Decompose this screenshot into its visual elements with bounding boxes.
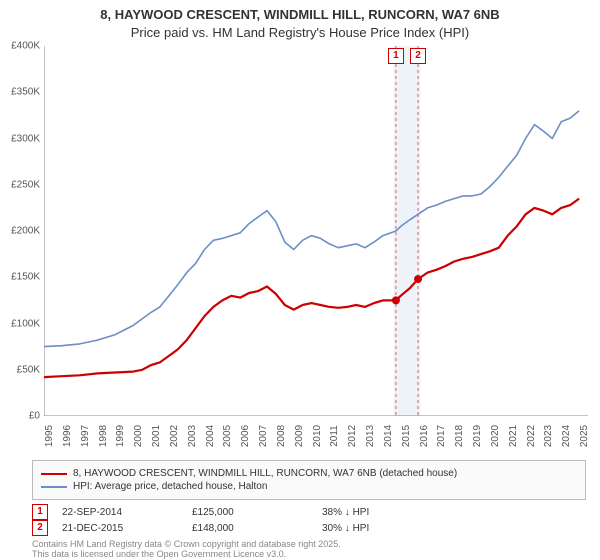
chart-area: £0£50K£100K£150K£200K£250K£300K£350K£400… xyxy=(44,46,588,416)
title-line-2: Price paid vs. HM Land Registry's House … xyxy=(0,24,600,42)
ytick-label: £350K xyxy=(11,87,44,98)
xtick-label: 2004 xyxy=(205,425,216,447)
legend-swatch-2 xyxy=(41,486,67,488)
sale-date-2: 21-DEC-2015 xyxy=(62,523,192,534)
sale-delta-1: 38% ↓ HPI xyxy=(322,507,452,518)
xtick-label: 2002 xyxy=(169,425,180,447)
xtick-label: 1999 xyxy=(115,425,126,447)
sale-date-1: 22-SEP-2014 xyxy=(62,507,192,518)
ytick-label: £250K xyxy=(11,179,44,190)
ytick-label: £100K xyxy=(11,318,44,329)
legend-label-1: 8, HAYWOOD CRESCENT, WINDMILL HILL, RUNC… xyxy=(73,468,457,479)
xtick-label: 2006 xyxy=(240,425,251,447)
xtick-label: 1998 xyxy=(98,425,109,447)
legend-swatch-1 xyxy=(41,473,67,475)
xtick-label: 2001 xyxy=(151,425,162,447)
chart-marker-2: 2 xyxy=(410,48,426,64)
xtick-label: 2024 xyxy=(561,425,572,447)
sale-row-1: 1 22-SEP-2014 £125,000 38% ↓ HPI xyxy=(32,504,452,520)
xtick-label: 2007 xyxy=(258,425,269,447)
xtick-label: 2000 xyxy=(133,425,144,447)
xtick-label: 2008 xyxy=(276,425,287,447)
legend: 8, HAYWOOD CRESCENT, WINDMILL HILL, RUNC… xyxy=(32,460,586,500)
footnote-line-2: This data is licensed under the Open Gov… xyxy=(32,550,341,560)
xtick-label: 2018 xyxy=(454,425,465,447)
ytick-label: £200K xyxy=(11,226,44,237)
sales-table: 1 22-SEP-2014 £125,000 38% ↓ HPI 2 21-DE… xyxy=(32,504,452,536)
xtick-label: 2010 xyxy=(312,425,323,447)
xtick-label: 2012 xyxy=(347,425,358,447)
line-chart xyxy=(44,46,588,416)
chart-title: 8, HAYWOOD CRESCENT, WINDMILL HILL, RUNC… xyxy=(0,0,600,41)
chart-marker-1: 1 xyxy=(388,48,404,64)
xtick-label: 1995 xyxy=(44,425,55,447)
ytick-label: £0 xyxy=(29,411,44,422)
ytick-label: £400K xyxy=(11,41,44,52)
xtick-label: 2021 xyxy=(508,425,519,447)
sale-price-2: £148,000 xyxy=(192,523,322,534)
xtick-label: 2025 xyxy=(579,425,590,447)
title-line-1: 8, HAYWOOD CRESCENT, WINDMILL HILL, RUNC… xyxy=(0,6,600,24)
ytick-label: £300K xyxy=(11,133,44,144)
xtick-label: 2013 xyxy=(365,425,376,447)
xtick-label: 2016 xyxy=(419,425,430,447)
xtick-label: 2011 xyxy=(329,425,340,447)
xtick-label: 2020 xyxy=(490,425,501,447)
xtick-label: 2017 xyxy=(436,425,447,447)
ytick-label: £50K xyxy=(17,364,44,375)
sale-marker-2: 2 xyxy=(32,520,48,536)
xtick-label: 2019 xyxy=(472,425,483,447)
sale-row-2: 2 21-DEC-2015 £148,000 30% ↓ HPI xyxy=(32,520,452,536)
legend-row-2: HPI: Average price, detached house, Halt… xyxy=(41,481,577,492)
xtick-label: 2023 xyxy=(543,425,554,447)
xtick-label: 2015 xyxy=(401,425,412,447)
sale-price-1: £125,000 xyxy=(192,507,322,518)
footnote: Contains HM Land Registry data © Crown c… xyxy=(32,540,341,560)
sale-delta-2: 30% ↓ HPI xyxy=(322,523,452,534)
xtick-label: 1997 xyxy=(80,425,91,447)
xtick-label: 2014 xyxy=(383,425,394,447)
xtick-label: 2022 xyxy=(526,425,537,447)
ytick-label: £150K xyxy=(11,272,44,283)
xtick-label: 2005 xyxy=(222,425,233,447)
xtick-label: 1996 xyxy=(62,425,73,447)
xtick-label: 2003 xyxy=(187,425,198,447)
xtick-label: 2009 xyxy=(294,425,305,447)
sale-marker-1: 1 xyxy=(32,504,48,520)
legend-label-2: HPI: Average price, detached house, Halt… xyxy=(73,481,267,492)
legend-row-1: 8, HAYWOOD CRESCENT, WINDMILL HILL, RUNC… xyxy=(41,468,577,479)
